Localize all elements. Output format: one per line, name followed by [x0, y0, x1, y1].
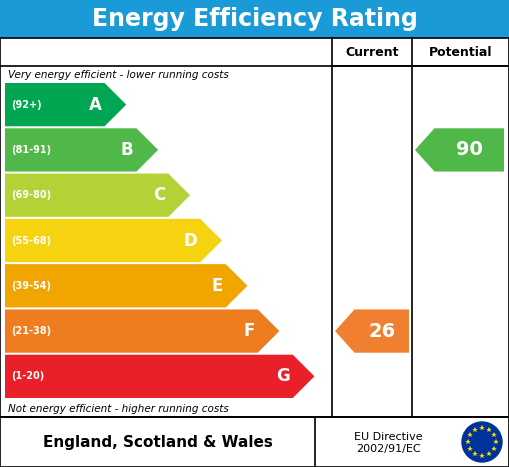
Text: England, Scotland & Wales: England, Scotland & Wales	[43, 434, 272, 450]
Text: C: C	[153, 186, 165, 204]
Text: Very energy efficient - lower running costs: Very energy efficient - lower running co…	[8, 70, 229, 79]
Text: (39-54): (39-54)	[11, 281, 51, 291]
Text: 2002/91/EC: 2002/91/EC	[356, 444, 420, 454]
Text: D: D	[184, 232, 197, 249]
Polygon shape	[335, 310, 409, 353]
Polygon shape	[5, 264, 247, 307]
Text: G: G	[276, 368, 290, 385]
Text: (92+): (92+)	[11, 99, 42, 110]
Bar	[0, 417, 509, 467]
Circle shape	[462, 422, 502, 462]
Text: (55-68): (55-68)	[11, 235, 51, 246]
Text: 90: 90	[456, 141, 483, 159]
Polygon shape	[5, 355, 315, 398]
Polygon shape	[415, 128, 504, 171]
Text: E: E	[211, 277, 223, 295]
Text: Current: Current	[345, 45, 399, 58]
Text: EU Directive: EU Directive	[354, 432, 422, 442]
Text: Energy Efficiency Rating: Energy Efficiency Rating	[92, 7, 417, 31]
Text: F: F	[243, 322, 254, 340]
Text: (81-91): (81-91)	[11, 145, 51, 155]
Polygon shape	[5, 219, 222, 262]
Polygon shape	[5, 174, 190, 217]
Text: A: A	[89, 96, 102, 113]
Text: (69-80): (69-80)	[11, 190, 51, 200]
Text: (1-20): (1-20)	[11, 371, 44, 382]
Text: B: B	[121, 141, 133, 159]
Bar	[0, 38, 509, 417]
Text: (21-38): (21-38)	[11, 326, 51, 336]
Polygon shape	[5, 310, 279, 353]
Bar	[0, 0, 509, 38]
Text: Potential: Potential	[429, 45, 492, 58]
Text: 26: 26	[368, 322, 395, 340]
Text: Not energy efficient - higher running costs: Not energy efficient - higher running co…	[8, 403, 229, 413]
Polygon shape	[5, 128, 158, 171]
Polygon shape	[5, 83, 126, 126]
